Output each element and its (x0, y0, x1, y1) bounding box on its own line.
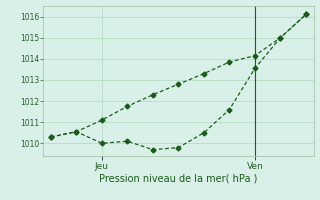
X-axis label: Pression niveau de la mer( hPa ): Pression niveau de la mer( hPa ) (99, 173, 258, 183)
